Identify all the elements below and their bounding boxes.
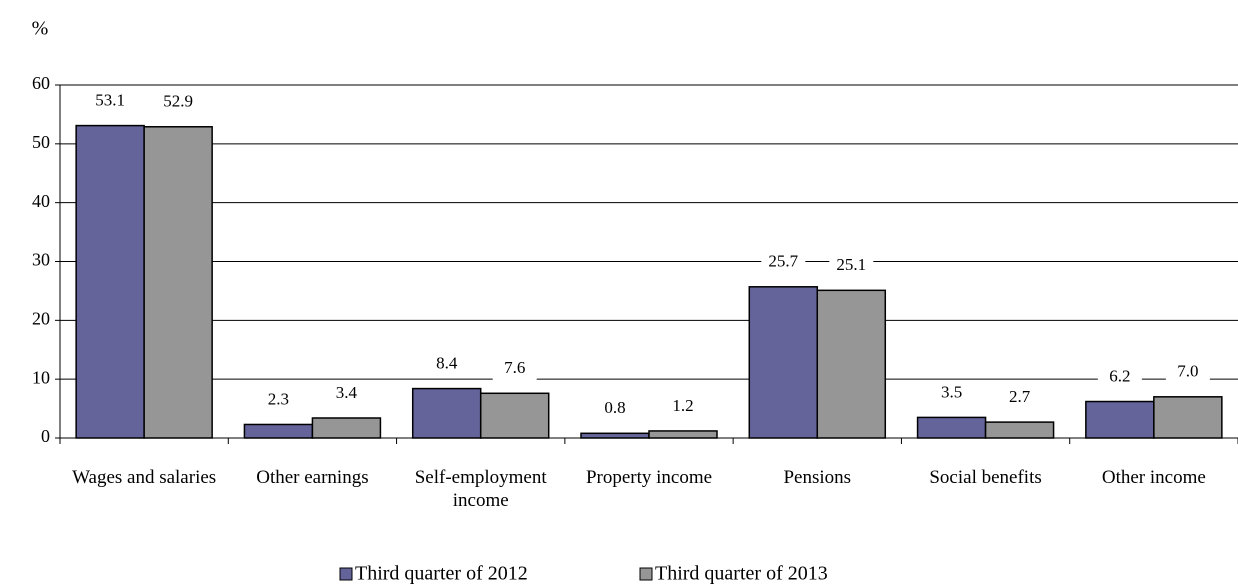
data-label: 2.7 xyxy=(1009,387,1031,406)
label-bg xyxy=(661,395,705,418)
label-bg xyxy=(88,90,133,113)
label-bg xyxy=(593,398,637,421)
label-bg xyxy=(997,387,1042,410)
label-bg xyxy=(929,382,974,405)
y-tick-label: 0 xyxy=(41,426,50,446)
y-tick-label: 60 xyxy=(32,73,50,93)
legend-swatch xyxy=(339,567,353,581)
data-label: 8.4 xyxy=(436,353,458,372)
bar xyxy=(311,417,382,439)
label-bg xyxy=(1165,361,1210,384)
label-bg xyxy=(256,389,301,412)
bar xyxy=(816,289,887,439)
bar xyxy=(243,423,314,439)
legend-label: Third quarter of 2012 xyxy=(355,563,528,585)
data-label: 53.1 xyxy=(95,91,125,110)
data-label: 6.2 xyxy=(1109,366,1130,385)
legend-label: Third quarter of 2013 xyxy=(655,563,828,585)
y-axis-label: % xyxy=(32,18,49,40)
data-label: 7.6 xyxy=(504,358,525,377)
data-label: 3.5 xyxy=(941,382,962,401)
data-label: 25.1 xyxy=(836,255,866,274)
data-label: 25.7 xyxy=(768,252,798,271)
bar xyxy=(479,392,550,439)
x-tick-label: Social benefits xyxy=(929,467,1042,488)
bar xyxy=(580,432,650,439)
x-tick-label: Property income xyxy=(585,467,713,488)
x-tick-label: Wages and salaries xyxy=(72,467,217,488)
data-label: 2.3 xyxy=(268,389,289,408)
label-bg xyxy=(492,358,537,381)
y-tick-label: 20 xyxy=(32,308,50,328)
bar xyxy=(984,421,1055,439)
data-label: 1.2 xyxy=(672,396,693,415)
y-tick-label: 30 xyxy=(32,250,50,270)
legend-swatch xyxy=(639,567,653,581)
label-bg xyxy=(324,382,369,405)
x-tick-label: Other income xyxy=(1101,467,1206,488)
x-tick-label: Other earnings xyxy=(256,467,369,488)
x-tick-label: Self-employment income xyxy=(414,467,547,511)
data-label: 0.8 xyxy=(604,398,625,417)
bar xyxy=(75,124,145,439)
label-bg xyxy=(761,251,806,274)
bar xyxy=(143,126,213,439)
label-bg xyxy=(156,91,201,114)
label-bg xyxy=(1097,366,1142,389)
bar xyxy=(1153,396,1223,439)
data-label: 3.4 xyxy=(336,383,358,402)
data-label: 7.0 xyxy=(1177,362,1198,381)
bar xyxy=(1085,400,1155,439)
bar xyxy=(916,416,987,439)
label-bg xyxy=(424,353,469,376)
bar xyxy=(748,286,819,439)
x-tick-label: Pensions xyxy=(783,467,852,488)
label-bg xyxy=(829,255,874,278)
bar xyxy=(648,430,718,439)
y-tick-label: 50 xyxy=(32,132,50,152)
y-tick-label: 10 xyxy=(32,367,50,387)
bar xyxy=(411,387,482,439)
data-label: 52.9 xyxy=(163,92,193,111)
y-tick-label: 40 xyxy=(32,191,50,211)
